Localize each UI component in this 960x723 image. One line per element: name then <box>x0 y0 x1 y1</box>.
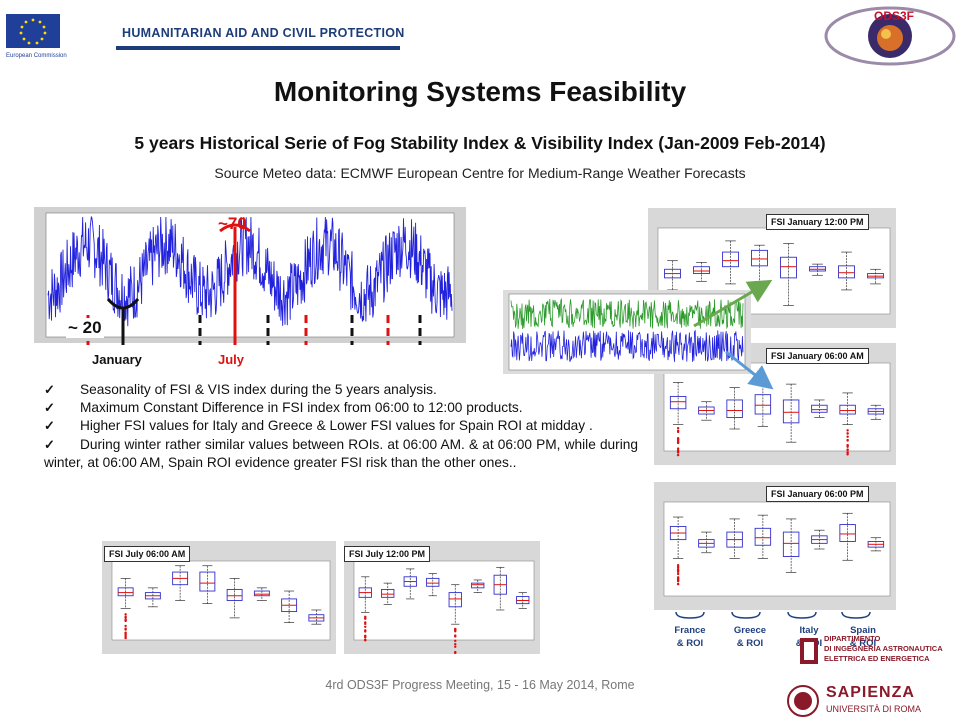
box-Greece <box>722 240 739 285</box>
roi-label-spain: Spain & ROI <box>849 625 877 649</box>
university-subtitle: UNIVERSITÀ DI ROMA <box>826 704 922 714</box>
box-Italy#8 <box>809 263 826 276</box>
box-Spain#8 <box>516 592 530 609</box>
fsi-vis-overlay-chart <box>503 290 751 374</box>
logo-text: ODS3F <box>874 9 914 23</box>
box-Italy <box>780 243 797 306</box>
box-Italy <box>782 518 800 573</box>
check-icon: ✓ <box>44 418 55 434</box>
eu-logo: European Commission <box>4 12 100 66</box>
label-fsi-jan-0600pm: FSI January 06:00 PM <box>766 486 869 502</box>
box-Italy#8 <box>253 587 270 601</box>
box-Greece <box>726 387 743 430</box>
box-Greece <box>172 565 189 601</box>
box-Spain <box>839 392 856 456</box>
box-France#8 <box>144 587 161 608</box>
boxplot-jan-0600pm <box>654 482 896 610</box>
finding-item: ✓ Seasonality of FSI & VIS index during t… <box>44 381 638 399</box>
box-Italy <box>448 584 462 654</box>
approx-low-label: ~ 20 <box>66 318 104 338</box>
comparison-arrows <box>693 279 774 390</box>
org-title: HUMANITARIAN AID AND CIVIL PROTECTION <box>122 26 405 40</box>
box-Spain <box>281 590 298 623</box>
box-France#8 <box>698 401 715 421</box>
january-label: January <box>92 352 142 367</box>
box-Spain <box>839 512 856 561</box>
roi-brackets <box>675 611 871 619</box>
label-fsi-jan-1200: FSI January 12:00 PM <box>766 214 869 230</box>
fsi-series-line <box>47 215 453 327</box>
source-note: Source Meteo data: ECMWF European Centre… <box>214 165 746 181</box>
university-name: SAPIENZA <box>826 684 915 701</box>
box-Italy#8 <box>471 579 485 593</box>
box-Spain <box>838 251 855 291</box>
box-Spain#8 <box>867 268 884 285</box>
slide-subtitle: 5 years Historical Serie of Fog Stabilit… <box>134 133 826 153</box>
finding-item: ✓ Maximum Constant Difference in FSI inde… <box>44 399 638 417</box>
green-series-line <box>510 297 744 330</box>
box-France <box>117 578 134 640</box>
findings-list: ✓ Seasonality of FSI & VIS index during t… <box>44 381 638 472</box>
box-Spain#8 <box>308 609 325 625</box>
department-name: DIPARTIMENTO DI INGEGNERIA ASTRONAUTICA … <box>824 634 943 663</box>
approx-high-label: ~70 <box>218 214 247 233</box>
box-France#8 <box>693 262 710 282</box>
box-France <box>669 516 687 586</box>
green-arrow <box>693 279 773 328</box>
check-icon: ✓ <box>44 400 55 416</box>
box-Italy#8 <box>811 529 828 550</box>
finding-item: ✓ During winter rather similar values bet… <box>44 436 638 470</box>
header-divider <box>116 46 400 50</box>
box-France#8 <box>698 531 715 554</box>
check-icon: ✓ <box>44 436 55 452</box>
box-Greece#8 <box>426 573 440 597</box>
blue-series-line <box>510 329 744 362</box>
ods3f-logo: ODS3F <box>822 0 958 70</box>
july-peak-arc <box>219 223 251 233</box>
box-Greece <box>403 568 417 600</box>
label-fsi-jul-0600am: FSI July 06:00 AM <box>104 546 191 562</box>
box-France <box>358 576 372 642</box>
box-Italy <box>226 578 243 619</box>
footer-note: 4rd ODS3F Progress Meeting, 15 - 16 May … <box>325 678 635 692</box>
blue-arrow <box>725 350 774 390</box>
sapienza-seal <box>786 684 820 718</box>
slide-title: Monitoring Systems Feasibility <box>273 76 687 107</box>
roi-label-france: France & ROI <box>674 625 706 649</box>
box-Spain <box>493 566 507 611</box>
label-fsi-jan-0600am: FSI January 06:00 AM <box>766 348 869 364</box>
chart-annotations <box>86 223 422 345</box>
box-France#8 <box>381 582 395 605</box>
box-Greece#8 <box>754 514 772 559</box>
box-Greece <box>726 518 743 559</box>
dept-logo <box>798 636 820 666</box>
box-Italy <box>782 383 800 443</box>
box-Italy#8 <box>811 399 828 418</box>
eu-label: European Commission <box>6 53 67 59</box>
boxplot-jul-1200pm <box>344 541 540 654</box>
check-icon: ✓ <box>44 382 55 397</box>
box-Spain#8 <box>867 537 885 552</box>
box-Greece#8 <box>199 565 216 605</box>
label-fsi-jul-1200pm: FSI July 12:00 PM <box>344 546 431 562</box>
january-trough-arc <box>106 298 140 310</box>
fsi-timeseries-chart <box>34 207 466 343</box>
july-label: July <box>218 352 245 367</box>
box-France <box>669 382 687 457</box>
finding-item: ✓ Higher FSI values for Italy and Greece … <box>44 417 638 435</box>
roi-label-greece: Greece & ROI <box>733 625 767 649</box>
box-Spain#8 <box>867 404 885 420</box>
